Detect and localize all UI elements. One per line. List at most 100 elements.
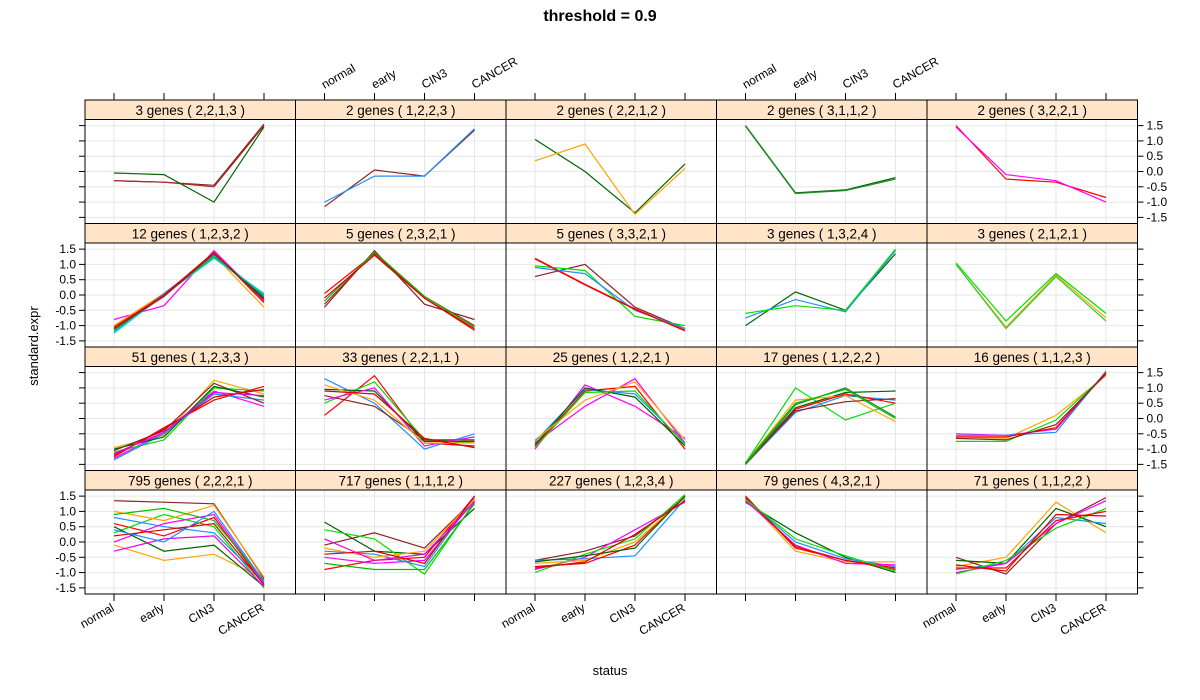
series-line [745,497,896,569]
panel: 12 genes ( 1,2,3,2 ) [84,223,296,348]
series-line [745,498,896,568]
panel: 5 genes ( 3,3,2,1 ) [505,223,717,348]
x-tick-label-top: normal [740,61,779,91]
panel-strip-label: 17 genes ( 1,2,2,2 ) [763,350,880,365]
series-line [324,390,475,449]
panel: 227 genes ( 1,2,3,4 ) [505,470,717,595]
series-line [324,503,475,571]
series-line [956,370,1107,436]
panel-strip-label: 5 genes ( 2,3,2,1 ) [346,227,456,242]
panel-strip-label: 79 genes ( 4,3,2,1 ) [763,474,880,489]
series-line [956,373,1107,442]
panel-strip [926,470,1138,491]
series-line [955,125,1107,199]
series-line [745,497,896,563]
panel: 2 genes ( 2,2,1,2 ) [505,99,717,224]
x-tick-label-bottom: early [558,600,588,625]
x-tick-label-top: CANCER [469,54,520,92]
panel-strip [926,223,1138,244]
series-line [745,394,896,465]
series-line [745,394,896,464]
series-line [113,507,265,581]
series-line [745,498,896,572]
panel-strip-label: 16 genes ( 1,1,2,3 ) [974,350,1091,365]
y-tick-label: 0.5 [1147,396,1164,410]
series-line [534,390,686,449]
panel-strip-label: 3 genes ( 2,2,1,3 ) [135,103,245,118]
y-tick-label: -1.5 [1147,210,1168,224]
series-line [324,495,475,571]
y-tick-label: -1.0 [1147,195,1168,209]
series-line [745,398,896,464]
series-line [534,500,686,569]
series-line [113,535,265,587]
panel: 795 genes ( 2,2,2,1 ) [84,470,296,595]
series-line [113,252,265,330]
panel-strip-label: 2 genes ( 1,2,2,3 ) [346,103,456,118]
y-tick-label: -1.5 [55,334,76,348]
panel-strip-label: 51 genes ( 1,2,3,3 ) [132,350,249,365]
panel-strip-label: 795 genes ( 2,2,2,1 ) [128,474,253,489]
series-line [324,254,475,331]
panel-strip-label: 717 genes ( 1,1,1,2 ) [338,474,463,489]
panel: 2 genes ( 1,2,2,3 ) [295,99,507,224]
series-line [745,388,896,464]
x-tick-label-bottom: CANCER [216,600,267,638]
panel-strip-label: 2 genes ( 2,2,1,2 ) [556,103,666,118]
series-line [324,374,475,447]
panel: 25 genes ( 1,2,2,1 ) [505,346,717,471]
y-tick-label: -1.0 [1147,442,1168,456]
series-line [324,498,475,549]
y-tick-label: -1.5 [1147,457,1168,471]
panels-group: 3 genes ( 2,2,1,3 ) 2 genes ( 1,2,2,3 ) 2 … [84,99,1138,595]
panel-strip-label: 25 genes ( 1,2,2,1 ) [553,350,670,365]
y-tick-label: 1.5 [59,489,76,503]
panel-strip-label: 71 genes ( 1,1,2,2 ) [974,474,1091,489]
y-tick-label: 1.0 [1147,134,1164,148]
x-tick-label-bottom: normal [920,600,959,630]
series-line [324,128,475,203]
series-line [534,143,686,216]
series-line [534,497,686,564]
panel-strip-label: 2 genes ( 3,2,2,1 ) [977,103,1087,118]
panel: 16 genes ( 1,1,2,3 ) [926,346,1138,471]
x-tick-label-bottom: CIN3 [607,600,638,626]
x-tick-label-bottom: CIN3 [1028,600,1059,626]
series-line [113,391,265,455]
y-axis-label: standard.expr [26,306,41,386]
series-line [745,250,896,319]
y-tick-label: -0.5 [55,550,76,564]
series-line [955,373,1107,441]
panel-strip [926,346,1138,367]
x-tick-label-top: CANCER [890,54,941,92]
panel-strip-label: 33 genes ( 2,2,1,1 ) [342,350,459,365]
x-tick-label-top: early [790,66,820,91]
y-tick-label: 0.0 [1147,165,1164,179]
panel-strip [926,99,1138,120]
panel: 2 genes ( 3,2,2,1 ) [926,99,1138,224]
series-line [955,507,1107,565]
panel: 33 genes ( 2,2,1,1 ) [295,346,507,471]
x-tick-label-bottom: early [137,600,167,625]
panel: 5 genes ( 2,3,2,1 ) [295,223,507,348]
y-tick-label: -1.0 [55,566,76,580]
panel: 79 genes ( 4,3,2,1 ) [716,470,928,595]
series-line [534,494,686,574]
series-line [534,138,686,214]
series-line [113,516,265,583]
x-tick-label-bottom: early [979,600,1009,625]
series-line [113,393,265,461]
y-tick-label: 0.0 [1147,412,1164,426]
series-line [324,501,475,562]
x-tick-label-top: CIN3 [419,66,450,92]
x-tick-label-top: normal [319,61,358,91]
panel-strip-label: 2 genes ( 3,1,1,2 ) [767,103,877,118]
panel-strip-label: 3 genes ( 2,1,2,1 ) [977,227,1087,242]
series-line [113,126,265,203]
y-tick-label: 0.5 [59,520,76,534]
series-line [534,258,686,332]
y-tick-label: 0.5 [59,273,76,287]
y-tick-label: -0.5 [1147,180,1168,194]
x-tick-label-bottom: CIN3 [186,600,217,626]
series-line [113,125,265,188]
